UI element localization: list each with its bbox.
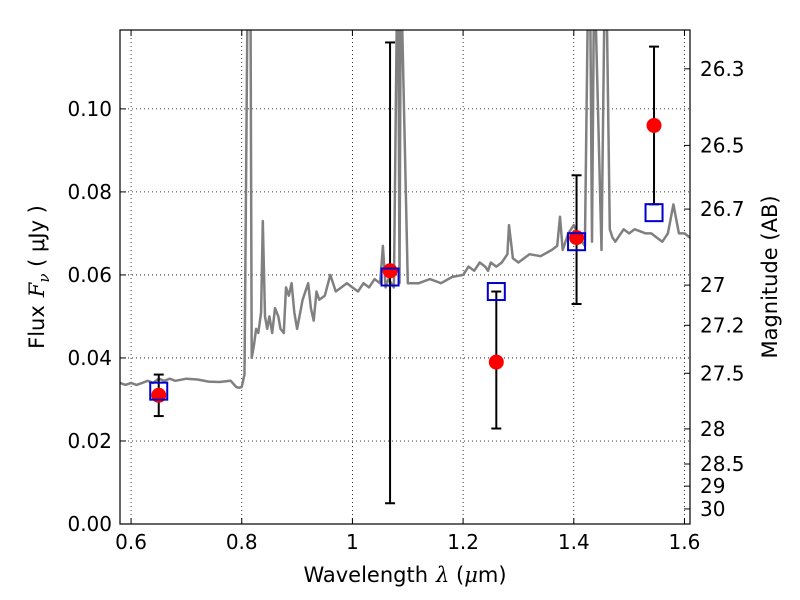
y2-axis-title: Magnitude (AB) [758,195,782,358]
y2-tick-label: 29 [700,474,725,498]
observed-point [488,354,504,370]
y2-tick-label: 27.5 [700,361,745,385]
plot-frame [119,29,691,525]
y2-tick-label: 26.5 [700,133,745,157]
x-tick-label: 1.4 [558,530,590,554]
x-tick-label: 0.8 [226,530,258,554]
y-tick-label: 0.06 [67,263,112,287]
y2-tick-label: 26.3 [700,57,745,81]
y-tick-label: 0.04 [67,346,112,370]
y2-tick-label: 27 [700,273,725,297]
x-tick-label: 1 [346,530,359,554]
y-tick-label: 0.10 [67,97,112,121]
y-axis-title: FluxFν ( μJy ) [25,205,53,349]
y2-tick-label: 27.2 [700,313,745,337]
observed-point [646,117,662,133]
observed-point [382,263,398,279]
x-tick-label: 1.2 [447,530,479,554]
model-spectrum-line [120,30,690,390]
model-point [567,232,587,252]
model-point [380,267,400,287]
y2-tick-label: 28.5 [700,452,745,476]
y2-tick-label: 26.7 [700,197,745,221]
y-tick-label: 0.00 [67,512,112,536]
y-tick-label: 0.08 [67,180,112,204]
series-layer [120,30,690,505]
y-tick-label: 0.02 [67,429,112,453]
model-point [644,203,664,223]
model-point [486,282,506,302]
x-tick-label: 0.6 [115,530,147,554]
y2-tick-label: 28 [700,417,725,441]
y2-tick-label: 30 [700,497,725,521]
x-axis-title: Wavelength λ (μm) [303,563,506,587]
x-tick-label: 1.6 [669,530,701,554]
tick-marks [120,30,690,525]
tick-labels: 0.6 0.8 1 1.2 1.4 1.6 0.00 0.02 0.04 0.06 0.08 0.10… [67,57,744,554]
model-point [149,381,169,401]
